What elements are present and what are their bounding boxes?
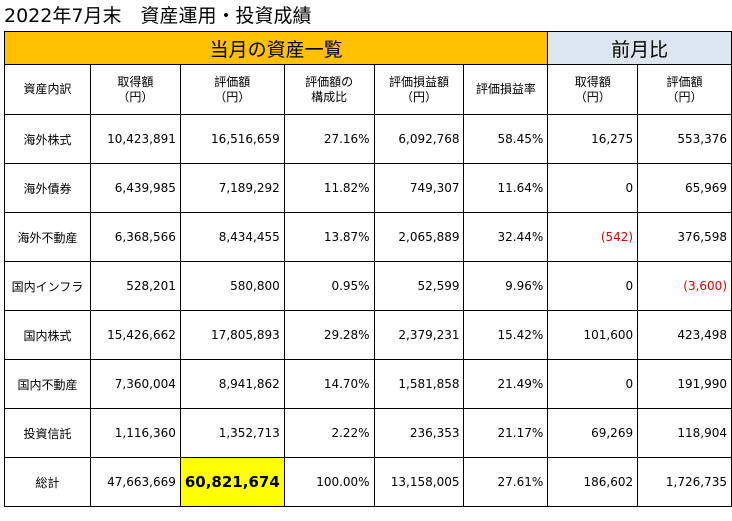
table-cell: 6,439,985 <box>89 163 181 213</box>
page-title: 2022年7月末 資産運用・投資成績 <box>4 5 312 27</box>
table-row: 海外不動産 6,368,566 8,434,455 13.87% 2,065,889 32… <box>4 212 732 262</box>
table-cell: 0 <box>547 261 639 311</box>
table-cell: 1,726,735 <box>637 457 732 507</box>
table-cell: 13.87% <box>283 212 375 262</box>
table-cell: 376,598 <box>637 212 732 262</box>
table-cell: 58.45% <box>463 114 549 164</box>
table-cell: 0 <box>547 163 639 213</box>
table-cell: 47,663,669 <box>89 457 181 507</box>
table-cell: 100.00% <box>283 457 375 507</box>
table-cell: 27.61% <box>463 457 549 507</box>
table-cell: 1,581,858 <box>373 359 465 409</box>
table-cell: 65,969 <box>637 163 732 213</box>
table-cell: 528,201 <box>89 261 181 311</box>
table-body: 海外株式 10,423,891 16,516,659 27.16% 6,092,768 5… <box>4 114 732 507</box>
table-cell: 2,065,889 <box>373 212 465 262</box>
table-cell: 11.64% <box>463 163 549 213</box>
table-cell: 13,158,005 <box>373 457 465 507</box>
table-cell: 101,600 <box>547 310 639 360</box>
table-cell: 15.42% <box>463 310 549 360</box>
table-cell: 9.96% <box>463 261 549 311</box>
table-cell: 1,352,713 <box>179 408 285 458</box>
table-cell: 423,498 <box>637 310 732 360</box>
table-row: 海外債券 6,439,985 7,189,292 11.82% 749,307 11.64… <box>4 163 732 213</box>
current-month-banner: 当月の資産一覧 <box>3 31 549 65</box>
table-cell: 17,805,893 <box>179 310 285 360</box>
table-cell: 7,360,004 <box>89 359 181 409</box>
row-label: 海外債券 <box>4 163 91 213</box>
table-cell: 1,116,360 <box>89 408 181 458</box>
row-label: 国内株式 <box>4 310 91 360</box>
table-row: 国内株式 15,426,662 17,805,893 29.28% 2,379,231 1… <box>4 310 732 360</box>
row-label: 国内不動産 <box>4 359 91 409</box>
table-cell: 21.17% <box>463 408 549 458</box>
table-cell: 16,275 <box>547 114 639 164</box>
table-row: 総計 47,663,669 60,821,674 100.00% 13,158,005 2… <box>4 457 732 507</box>
table-cell: 553,376 <box>637 114 732 164</box>
header-composition: 評価額の 構成比 <box>283 64 375 115</box>
table-cell: 16,516,659 <box>179 114 285 164</box>
table-cell: 6,092,768 <box>373 114 465 164</box>
banner-row: 当月の資産一覧 前月比 <box>3 31 732 65</box>
table-cell: 8,941,862 <box>179 359 285 409</box>
table-cell: 749,307 <box>373 163 465 213</box>
previous-month-banner: 前月比 <box>547 31 732 65</box>
table-cell: 2.22% <box>283 408 375 458</box>
table-cell: 32.44% <box>463 212 549 262</box>
table-cell: 52,599 <box>373 261 465 311</box>
row-label: 海外不動産 <box>4 212 91 262</box>
table-cell: 69,269 <box>547 408 639 458</box>
table-cell: 15,426,662 <box>89 310 181 360</box>
table-cell: 29.28% <box>283 310 375 360</box>
table-cell: 27.16% <box>283 114 375 164</box>
table-cell: 236,353 <box>373 408 465 458</box>
table-cell: 186,602 <box>547 457 639 507</box>
table-cell: 7,189,292 <box>179 163 285 213</box>
row-label: 総計 <box>4 457 91 507</box>
table-cell: 580,800 <box>179 261 285 311</box>
table-cell: 21.49% <box>463 359 549 409</box>
table-cell: 14.70% <box>283 359 375 409</box>
table-row: 投資信託 1,116,360 1,352,713 2.22% 236,353 21.17%… <box>4 408 732 458</box>
header-prev-acquisition-diff: 取得額 （円） <box>547 64 639 115</box>
table-row: 国内不動産 7,360,004 8,941,862 14.70% 1,581,858 21… <box>4 359 732 409</box>
header-prev-valuation-diff: 評価額 （円） <box>637 64 732 115</box>
asset-table: 当月の資産一覧 前月比 資産内訳 取得額 （円） 評価額 （円） 評価額の 構成比 評価損益額… <box>3 31 732 507</box>
table-cell: 6,368,566 <box>89 212 181 262</box>
table-cell: 8,434,455 <box>179 212 285 262</box>
row-label: 海外株式 <box>4 114 91 164</box>
row-label: 国内インフラ <box>4 261 91 311</box>
header-row: 資産内訳 取得額 （円） 評価額 （円） 評価額の 構成比 評価損益額 （円） 評価損益率 取得額（… <box>4 64 732 115</box>
table-cell: 10,423,891 <box>89 114 181 164</box>
table-row: 国内インフラ 528,201 580,800 0.95% 52,599 9.96% 0 (3,… <box>4 261 732 311</box>
header-acquisition: 取得額 （円） <box>89 64 181 115</box>
table-cell: (542) <box>547 212 639 262</box>
table-cell: 0.95% <box>283 261 375 311</box>
header-gain-amount: 評価損益額 （円） <box>373 64 465 115</box>
header-asset-type: 資産内訳 <box>4 64 91 115</box>
table-cell: 11.82% <box>283 163 375 213</box>
table-row: 海外株式 10,423,891 16,516,659 27.16% 6,092,768 5… <box>4 114 732 164</box>
total-valuation-highlight: 60,821,674 <box>179 457 285 507</box>
header-gain-rate: 評価損益率 <box>463 64 549 115</box>
table-cell: 118,904 <box>637 408 732 458</box>
table-cell: 191,990 <box>637 359 732 409</box>
table-cell: 2,379,231 <box>373 310 465 360</box>
row-label: 投資信託 <box>4 408 91 458</box>
table-cell: (3,600) <box>637 261 732 311</box>
table-cell: 0 <box>547 359 639 409</box>
header-valuation: 評価額 （円） <box>179 64 285 115</box>
